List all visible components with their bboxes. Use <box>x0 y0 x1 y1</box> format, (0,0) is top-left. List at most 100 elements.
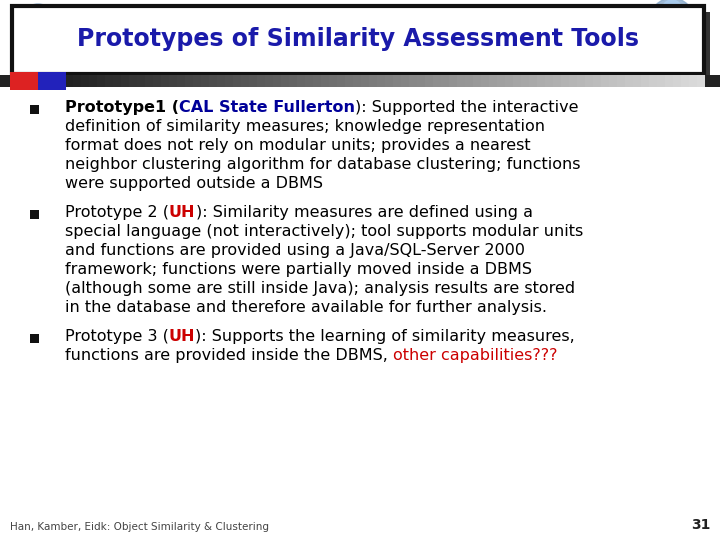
Bar <box>433 75 441 87</box>
Text: neighbor clustering algorithm for database clustering; functions: neighbor clustering algorithm for databa… <box>65 157 580 172</box>
Bar <box>561 75 569 87</box>
Bar <box>673 75 681 87</box>
Bar <box>337 75 345 87</box>
Bar <box>585 75 593 87</box>
Bar <box>457 75 465 87</box>
Text: UH: UH <box>169 205 196 220</box>
Bar <box>545 75 553 87</box>
Bar <box>681 75 689 87</box>
Bar <box>425 75 433 87</box>
Bar <box>657 75 665 87</box>
Bar <box>329 75 337 87</box>
Bar <box>361 75 369 87</box>
Circle shape <box>662 0 682 20</box>
Text: Han, Kamber, Eidk: Object Similarity & Clustering: Han, Kamber, Eidk: Object Similarity & C… <box>10 522 269 532</box>
Bar <box>209 75 217 87</box>
Bar <box>89 75 97 87</box>
Bar <box>449 75 457 87</box>
Bar <box>113 75 121 87</box>
Bar <box>38 72 66 90</box>
Bar <box>185 75 193 87</box>
Text: in the database and therefore available for further analysis.: in the database and therefore available … <box>65 300 547 315</box>
Circle shape <box>22 4 54 36</box>
Bar <box>689 75 697 87</box>
Text: Prototype 2 (: Prototype 2 ( <box>65 205 169 220</box>
Bar <box>345 75 353 87</box>
Bar <box>129 75 137 87</box>
Bar <box>385 75 393 87</box>
Bar <box>497 75 505 87</box>
Bar <box>153 75 161 87</box>
Bar <box>241 75 249 87</box>
Bar <box>697 75 705 87</box>
Bar <box>81 75 89 87</box>
Bar <box>10 72 38 90</box>
Bar <box>201 75 209 87</box>
Bar <box>145 75 153 87</box>
Bar <box>665 75 673 87</box>
Bar <box>641 75 649 87</box>
Text: UH: UH <box>169 329 195 344</box>
Bar <box>297 75 305 87</box>
Bar <box>593 75 601 87</box>
Bar <box>489 75 497 87</box>
Bar <box>569 75 577 87</box>
Bar <box>377 75 385 87</box>
Bar <box>617 75 625 87</box>
Bar <box>233 75 241 87</box>
Bar <box>105 75 113 87</box>
Bar <box>537 75 545 87</box>
Text: Prototype 3 (: Prototype 3 ( <box>65 329 169 344</box>
Bar <box>505 75 513 87</box>
Bar <box>401 75 409 87</box>
Bar <box>553 75 561 87</box>
Text: format does not rely on modular units; provides a nearest: format does not rely on modular units; p… <box>65 138 531 153</box>
Bar <box>30 210 39 219</box>
Text: definition of similarity measures; knowledge representation: definition of similarity measures; knowl… <box>65 119 545 134</box>
Bar <box>465 75 473 87</box>
Bar <box>369 75 377 87</box>
Bar <box>513 75 521 87</box>
Bar <box>193 75 201 87</box>
Bar <box>649 75 657 87</box>
Bar <box>609 75 617 87</box>
Bar <box>265 75 273 87</box>
Bar <box>529 75 537 87</box>
Text: special language (not interactively); tool supports modular units: special language (not interactively); to… <box>65 224 583 239</box>
Bar <box>217 75 225 87</box>
Bar <box>177 75 185 87</box>
Bar <box>305 75 313 87</box>
Text: were supported outside a DBMS: were supported outside a DBMS <box>65 176 323 191</box>
Bar <box>441 75 449 87</box>
Bar <box>321 75 329 87</box>
Bar <box>257 75 265 87</box>
Text: 31: 31 <box>690 518 710 532</box>
Text: framework; functions were partially moved inside a DBMS: framework; functions were partially move… <box>65 262 532 277</box>
Text: and functions are provided using a Java/SQL-Server 2000: and functions are provided using a Java/… <box>65 243 525 258</box>
Bar <box>137 75 145 87</box>
Bar <box>409 75 417 87</box>
Bar <box>65 75 73 87</box>
Bar <box>601 75 609 87</box>
Bar <box>289 75 297 87</box>
Bar <box>169 75 177 87</box>
Bar <box>30 105 39 114</box>
Text: (although some are still inside Java); analysis results are stored: (although some are still inside Java); a… <box>65 281 575 296</box>
Bar <box>625 75 633 87</box>
Bar <box>393 75 401 87</box>
Bar <box>521 75 529 87</box>
Bar <box>633 75 641 87</box>
Bar <box>97 75 105 87</box>
Text: Prototypes of Similarity Assessment Tools: Prototypes of Similarity Assessment Tool… <box>77 27 639 51</box>
Circle shape <box>650 0 694 42</box>
Bar <box>273 75 281 87</box>
Text: ): Supports the learning of similarity measures,: ): Supports the learning of similarity m… <box>195 329 575 344</box>
Bar <box>577 75 585 87</box>
Text: other capabilities???: other capabilities??? <box>393 348 557 363</box>
Text: Prototype1 (: Prototype1 ( <box>65 100 179 115</box>
Bar <box>225 75 233 87</box>
Bar <box>0 75 720 87</box>
Bar <box>281 75 289 87</box>
Bar <box>249 75 257 87</box>
Bar <box>161 75 169 87</box>
